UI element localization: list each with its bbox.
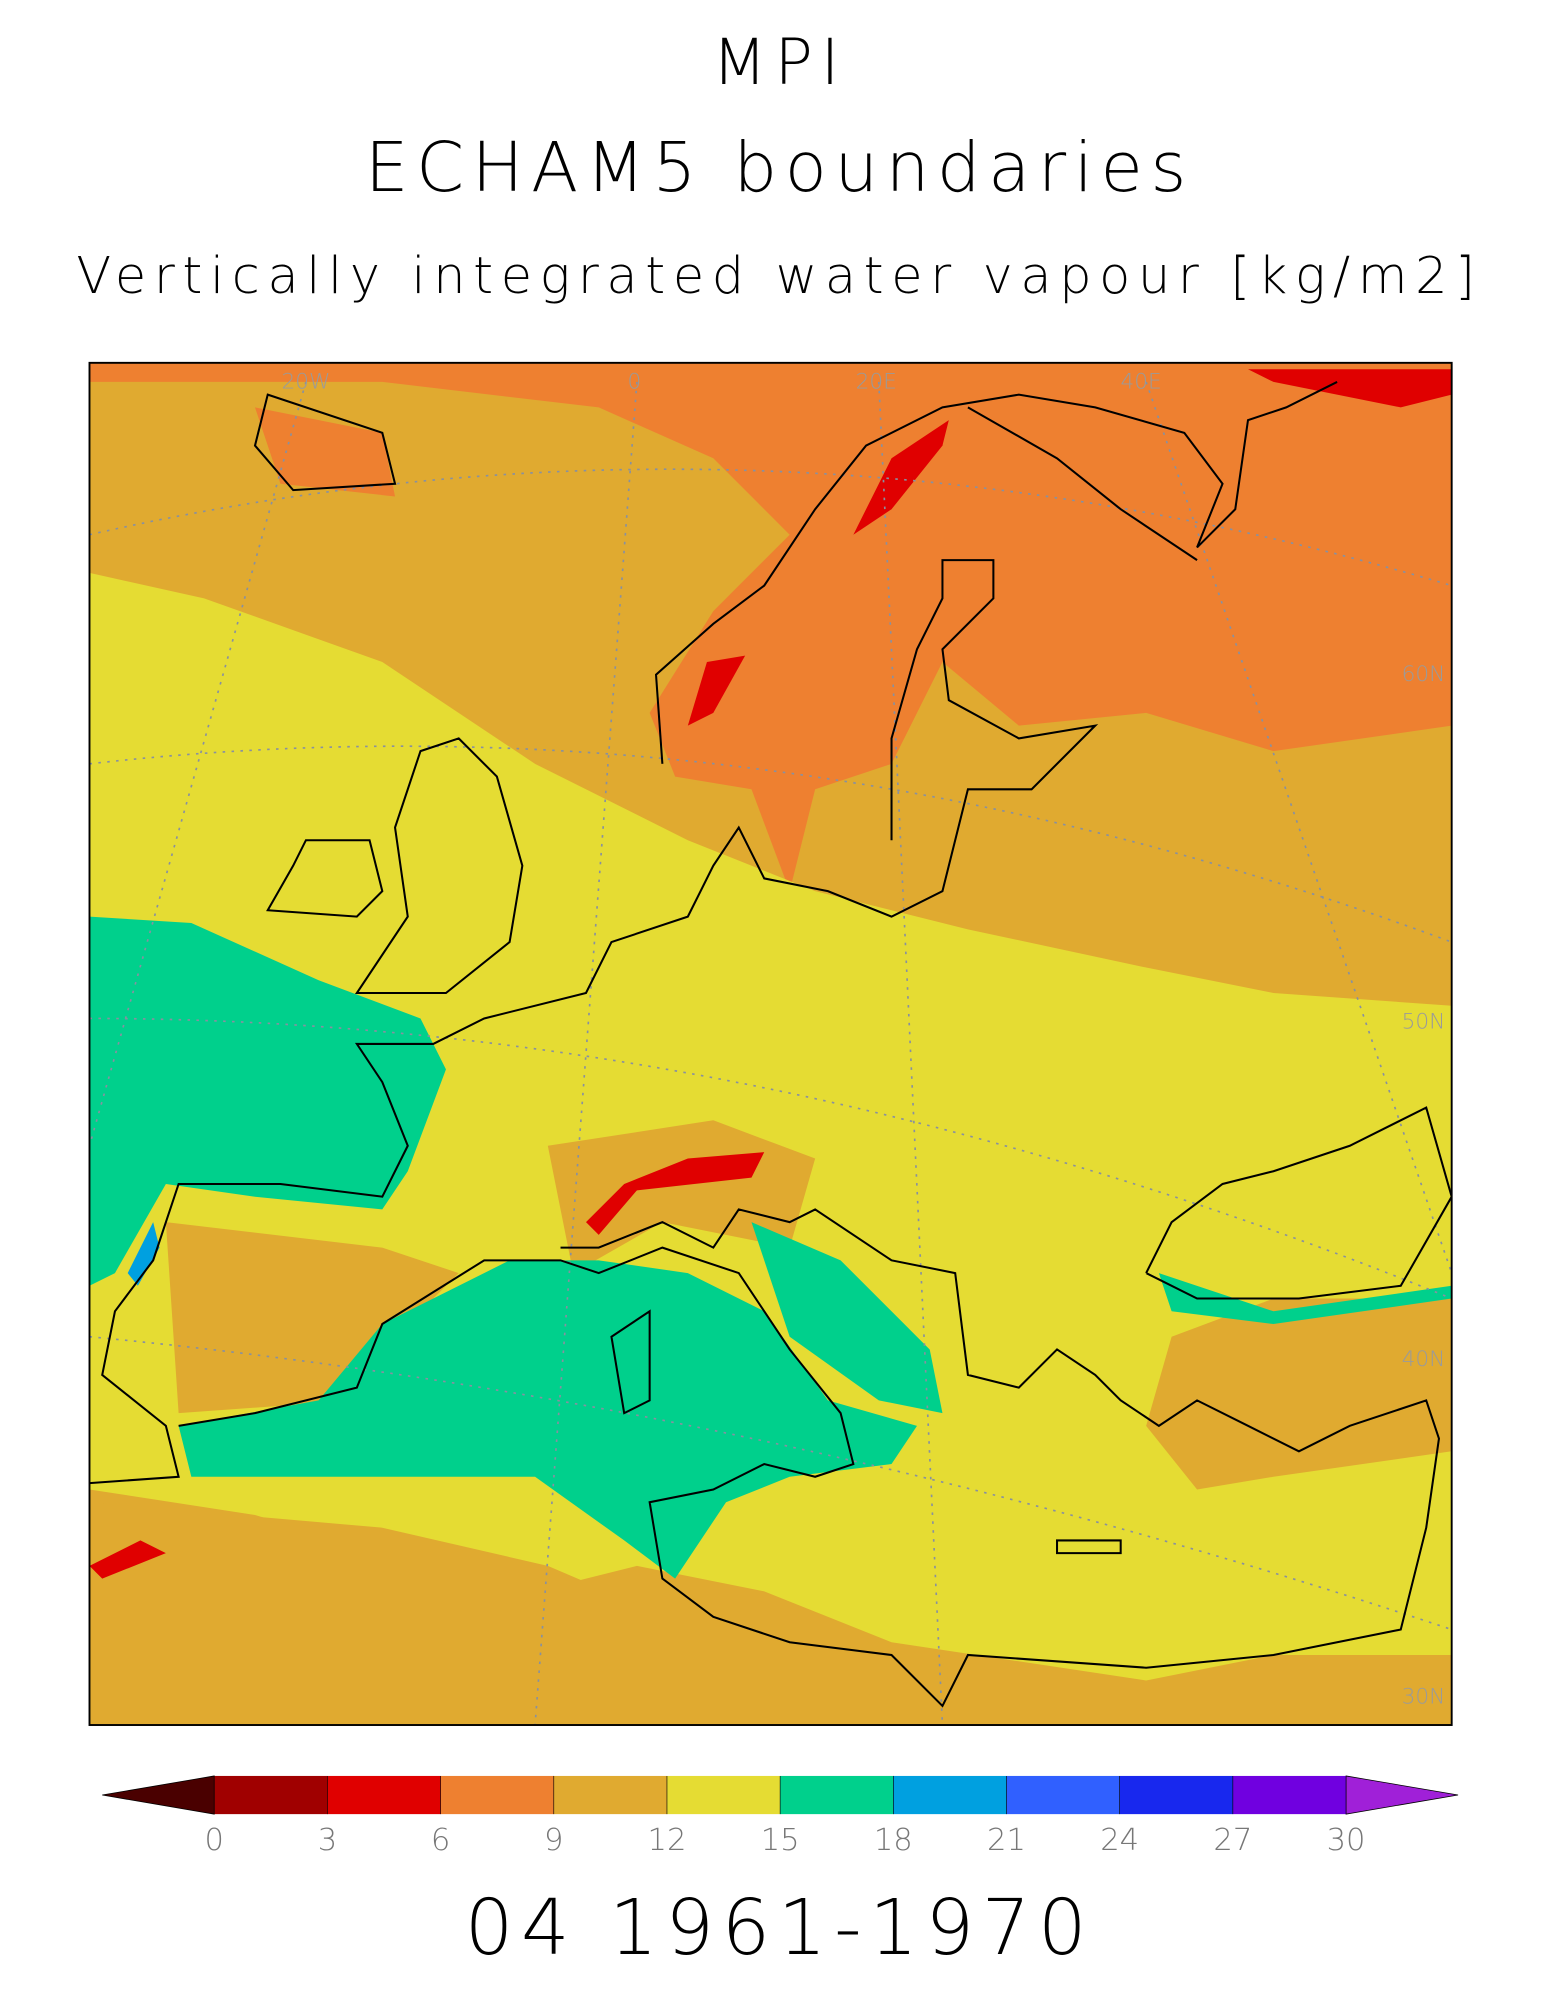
colorbar-tick-label: 27 (1213, 1823, 1252, 1858)
lat-label: 60N (1402, 662, 1446, 687)
field-9-12 (1146, 1298, 1452, 1490)
colorbar-box (1006, 1775, 1120, 1815)
colorbar-tick-label: 30 (1327, 1823, 1366, 1858)
lon-label: 0 (627, 369, 641, 394)
colorbar-tick-label: 0 (205, 1823, 224, 1858)
colorbar-over (1345, 1775, 1459, 1815)
field-9-12 (165, 1222, 459, 1414)
lat-label: 30N (1402, 1684, 1446, 1709)
colorbar-tick-label: 24 (1100, 1823, 1139, 1858)
period-label: 04 1961-1970 (465, 1884, 1094, 1973)
field-6-9 (89, 362, 1452, 892)
colorbar-tick-label: 6 (431, 1823, 450, 1858)
title: MPI (712, 26, 847, 100)
field-15-18 (178, 1260, 917, 1579)
lon-label: 20W (281, 369, 330, 394)
colorbar-tick-label: 21 (987, 1823, 1026, 1858)
lat-label: 40N (1402, 1347, 1446, 1372)
subtitle: ECHAM5 boundaries (365, 128, 1194, 208)
colorbar-under (102, 1775, 215, 1815)
colorbar-box (1232, 1775, 1347, 1815)
colorbar-tick-label: 12 (648, 1823, 687, 1858)
field-3-6 (585, 1152, 765, 1235)
colorbar-box (780, 1775, 894, 1815)
field-3-6 (687, 655, 746, 726)
colorbar-box (666, 1775, 781, 1815)
field-6-9 (254, 407, 396, 497)
colorbar-tick-label: 3 (318, 1823, 337, 1858)
colorbar-box (214, 1775, 328, 1815)
colorbar-box (553, 1775, 667, 1815)
field-9-12 (89, 1502, 663, 1726)
field-3-6 (1247, 369, 1452, 408)
lat-label: 50N (1402, 1010, 1446, 1035)
variable-label: Vertically integrated water vapour [kg/m… (76, 247, 1482, 306)
colorbar-box (893, 1775, 1007, 1815)
map-frame (88, 361, 1453, 1726)
colorbar-box (327, 1775, 441, 1815)
colorbar-tick-label: 18 (874, 1823, 913, 1858)
lon-label: 20E (856, 369, 897, 394)
field-3-6 (853, 420, 949, 535)
colorbar: 0 3 6 9 12 15 18 21 24 27 30 (102, 1775, 1459, 1858)
field-3-6 (89, 1540, 166, 1579)
field-15-18 (1158, 1273, 1452, 1324)
colorbar-tick-label: 15 (761, 1823, 800, 1858)
coastline (89, 381, 1452, 1708)
lon-label: 40E (1120, 369, 1161, 394)
field-15-18 (751, 1222, 943, 1414)
colorbar-tick-label: 9 (544, 1823, 563, 1858)
colorbar-box (1119, 1775, 1233, 1815)
map (89, 362, 1452, 1726)
colorbar-box (440, 1775, 554, 1815)
field-18-21 (127, 1222, 160, 1286)
graticule (89, 381, 1452, 1726)
